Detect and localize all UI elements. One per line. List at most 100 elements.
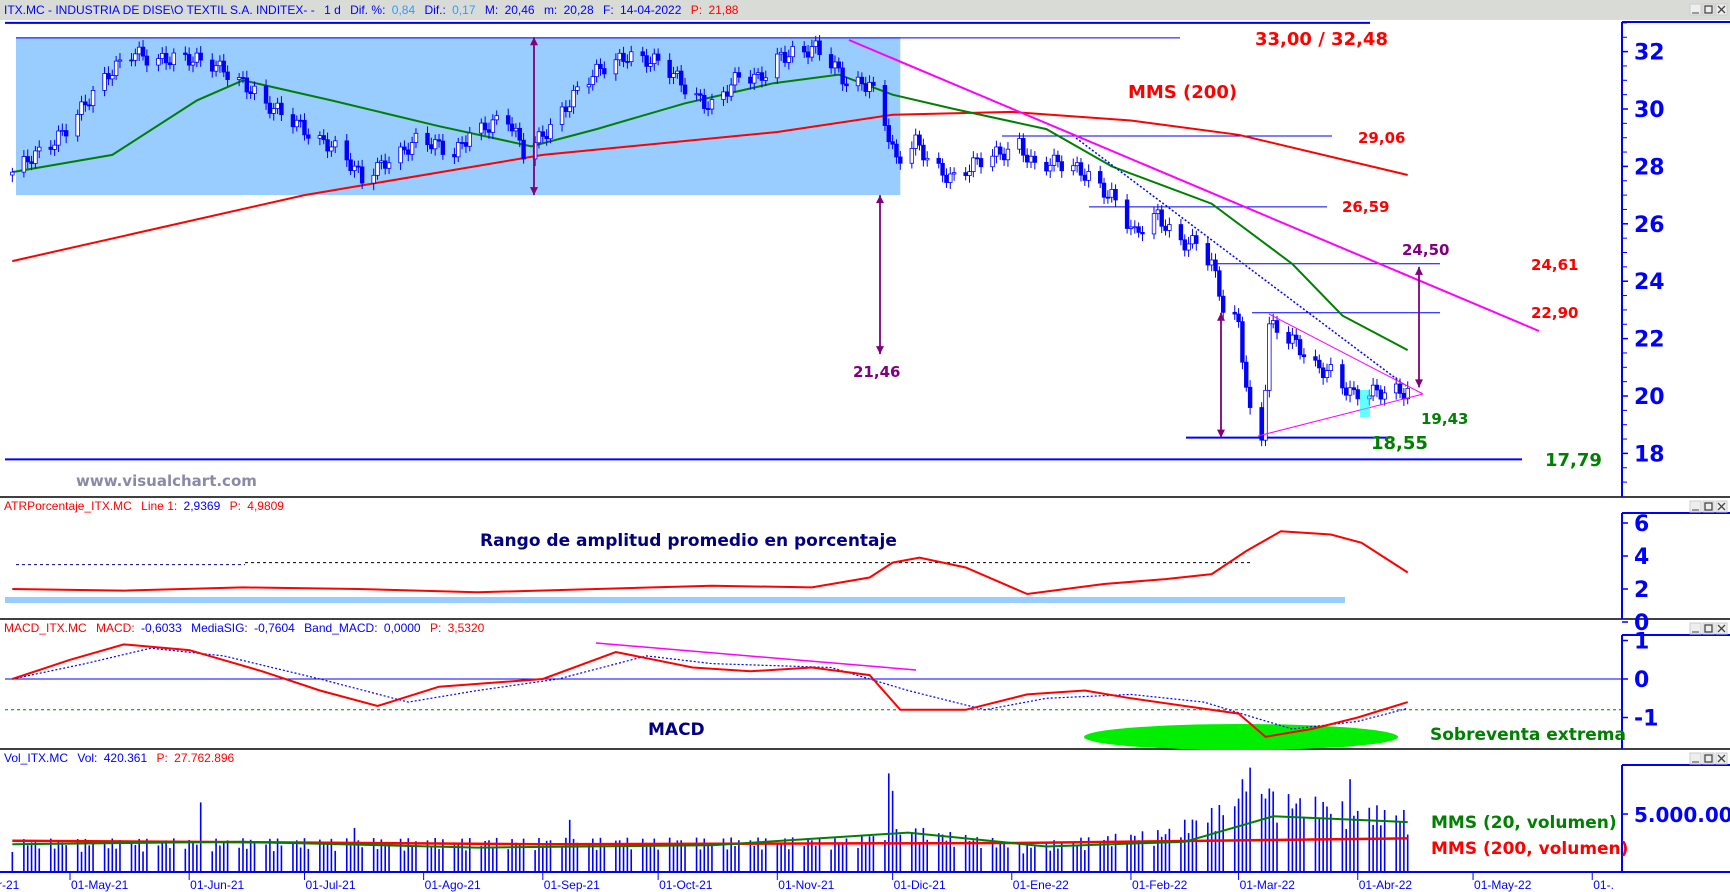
maximize-button[interactable] xyxy=(1702,752,1715,765)
candle-body xyxy=(25,156,30,163)
candle-body xyxy=(563,106,569,112)
dif-pct: 0,84 xyxy=(392,3,416,17)
candle-body xyxy=(1167,224,1172,231)
candle-body xyxy=(1163,225,1168,231)
level-26-59: 26,59 xyxy=(1342,198,1389,216)
x-tick-label: 01-Dic-21 xyxy=(894,878,946,892)
candle-body xyxy=(1213,259,1218,272)
candle-body xyxy=(594,63,599,77)
level-22-90: 22,90 xyxy=(1531,304,1578,322)
candle-body xyxy=(840,67,845,85)
x-tick-label: 01-May-21 xyxy=(71,878,129,892)
candle-body xyxy=(37,146,42,152)
candle-body xyxy=(302,119,307,136)
candle-body xyxy=(110,75,115,80)
window-controls xyxy=(1689,3,1728,16)
candle-body xyxy=(106,73,111,80)
candle-body xyxy=(940,162,945,176)
candle-body xyxy=(1267,323,1272,391)
minimize-button[interactable] xyxy=(1689,622,1702,635)
candle-body xyxy=(644,55,649,67)
vol-value: 420.361 xyxy=(104,751,148,765)
candle-body xyxy=(736,72,742,78)
candle-body xyxy=(559,106,565,125)
candle-body xyxy=(406,149,411,155)
candle-body xyxy=(432,139,438,150)
candle-body xyxy=(1393,383,1399,394)
maximize-button[interactable] xyxy=(1702,622,1715,635)
min-label: m: xyxy=(544,3,557,17)
candle-body xyxy=(333,140,338,148)
candle-body xyxy=(694,93,699,96)
minimize-button[interactable] xyxy=(1689,500,1702,513)
min: 20,28 xyxy=(564,3,594,17)
candle-body xyxy=(1294,334,1299,340)
candle-body xyxy=(1320,367,1326,379)
candle-body xyxy=(1347,387,1353,396)
candle-body xyxy=(140,46,146,57)
candle-body xyxy=(490,119,496,133)
candle-body xyxy=(494,115,499,121)
vol-p-value: 27.762.896 xyxy=(174,751,234,765)
candle-body xyxy=(786,56,792,63)
candle-body xyxy=(536,131,542,144)
date: 14-04-2022 xyxy=(620,3,682,17)
sig-value: -0,7604 xyxy=(254,621,295,635)
candle-body xyxy=(113,60,119,76)
candle-body xyxy=(540,131,546,137)
candle-body xyxy=(356,165,361,168)
atr-line xyxy=(12,530,1409,596)
candle-body xyxy=(1155,209,1161,215)
macd-signal-line xyxy=(12,647,1408,730)
candle-body xyxy=(263,85,269,104)
candle-body xyxy=(1113,188,1118,201)
atr-title: Rango de amplitud promedio en porcentaje xyxy=(480,531,897,551)
candle-body xyxy=(1247,386,1253,408)
level-18-55: 18,55 xyxy=(1371,433,1428,454)
candle-body xyxy=(217,60,223,67)
maximize-icon xyxy=(1704,502,1713,511)
target-arrow-21-46-head xyxy=(876,346,884,355)
candle-body xyxy=(244,77,250,93)
candle-body xyxy=(517,127,522,141)
candle-body xyxy=(1028,155,1034,163)
candle-body xyxy=(990,155,995,168)
maximize-button[interactable] xyxy=(1702,3,1715,16)
macd-tick-label: 1 xyxy=(1634,630,1649,655)
level-29-06: 29,06 xyxy=(1358,129,1405,147)
minimize-button[interactable] xyxy=(1689,752,1702,765)
candle-body xyxy=(1124,199,1130,229)
candle-body xyxy=(702,94,707,109)
candle-body xyxy=(194,52,200,63)
candle-body xyxy=(290,114,296,128)
vol-label: Vol: xyxy=(77,751,97,765)
candle-body xyxy=(429,144,434,150)
candle-body xyxy=(625,61,630,63)
candle-body xyxy=(348,159,353,172)
candle-body xyxy=(271,108,276,114)
candle-body xyxy=(967,171,972,176)
title-bar xyxy=(0,0,1730,20)
minimize-button[interactable] xyxy=(1689,3,1702,16)
candle-body xyxy=(855,76,861,87)
period: 1 d xyxy=(324,3,341,17)
candle-body xyxy=(1274,320,1280,333)
candle-body xyxy=(648,63,653,67)
candle-body xyxy=(452,154,457,158)
candle-body xyxy=(652,53,657,64)
candle-body xyxy=(317,135,323,139)
atr-name: ATRPorcentaje_ITX.MC xyxy=(4,499,132,513)
candle-body xyxy=(79,101,84,115)
candle-body xyxy=(1186,243,1191,251)
candle-body xyxy=(279,102,284,116)
candle-body xyxy=(859,76,865,85)
maximize-button[interactable] xyxy=(1702,500,1715,513)
title-text: ITX.MC - INDUSTRIA DE DISE\O TEXTIL S.A.… xyxy=(4,3,739,17)
candle-body xyxy=(909,148,915,164)
candle-body xyxy=(1021,138,1026,156)
candle-body xyxy=(1001,153,1007,161)
candle-body xyxy=(1151,213,1157,235)
candle-body xyxy=(521,139,526,160)
window-controls xyxy=(1689,500,1728,513)
date-label: F: xyxy=(603,3,614,17)
